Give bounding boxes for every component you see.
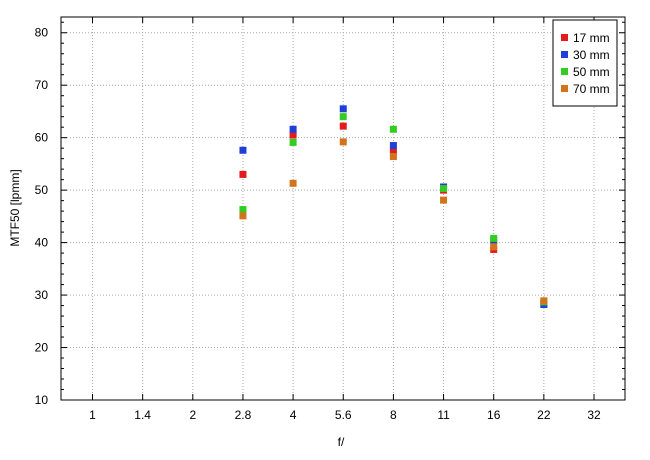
x-tick-label: 16 — [487, 408, 501, 422]
data-point — [389, 142, 397, 150]
data-point — [389, 125, 397, 133]
legend-label: 70 mm — [573, 82, 610, 96]
series-70-mm — [239, 138, 548, 305]
y-tick-label: 60 — [35, 131, 49, 145]
y-tick-label: 20 — [35, 341, 49, 355]
x-tick-label: 22 — [537, 408, 551, 422]
data-point — [440, 196, 448, 204]
data-point — [389, 148, 397, 156]
legend-label: 30 mm — [573, 48, 610, 62]
series-17-mm — [239, 122, 548, 307]
legend-swatch — [561, 85, 568, 92]
x-tick-label: 32 — [587, 408, 601, 422]
data-point — [490, 234, 498, 242]
data-point — [339, 105, 347, 113]
y-tick-label: 80 — [35, 26, 49, 40]
data-point — [540, 297, 548, 305]
legend-label: 17 mm — [573, 31, 610, 45]
x-tick-label: 2 — [189, 408, 196, 422]
y-tick-label: 10 — [35, 393, 49, 407]
ticks-layer: 1 1.4 2 2.8 4 5.6 8 11 16 22 32 10 20 30 40 50 60 70 80 — [35, 17, 625, 422]
data-point — [289, 138, 297, 146]
y-tick-label: 40 — [35, 236, 49, 250]
x-tick-label: 11 — [437, 408, 450, 422]
legend-swatch — [561, 68, 568, 75]
data-point — [239, 170, 247, 178]
x-tick-label: 4 — [290, 408, 297, 422]
x-tick-label: 2.8 — [235, 408, 252, 422]
data-point — [440, 185, 448, 193]
legend: 17 mm 30 mm 50 mm 70 mm — [552, 19, 618, 107]
data-point — [239, 212, 247, 220]
data-point — [339, 138, 347, 146]
y-axis-title: MTF50 [lpmm] — [8, 169, 22, 246]
y-tick-label: 70 — [35, 78, 49, 92]
points-layer — [239, 105, 548, 309]
data-point — [490, 243, 498, 251]
data-point — [389, 153, 397, 161]
data-point — [239, 146, 247, 154]
legend-swatch — [561, 51, 568, 58]
x-tick-label: 8 — [390, 408, 397, 422]
data-point — [339, 122, 347, 130]
data-point — [289, 131, 297, 139]
y-tick-label: 50 — [35, 183, 49, 197]
legend-swatch — [561, 34, 568, 41]
grid-layer — [61, 17, 625, 401]
x-tick-label: 1.4 — [134, 408, 151, 422]
data-point — [339, 113, 347, 121]
x-tick-label: 1 — [89, 408, 96, 422]
data-point — [239, 206, 247, 214]
y-tick-label: 30 — [35, 288, 49, 302]
x-tick-label: 5.6 — [335, 408, 352, 422]
x-axis-title: f/ — [338, 435, 345, 449]
data-point — [289, 179, 297, 187]
legend-label: 50 mm — [573, 65, 610, 79]
data-point — [289, 125, 297, 133]
